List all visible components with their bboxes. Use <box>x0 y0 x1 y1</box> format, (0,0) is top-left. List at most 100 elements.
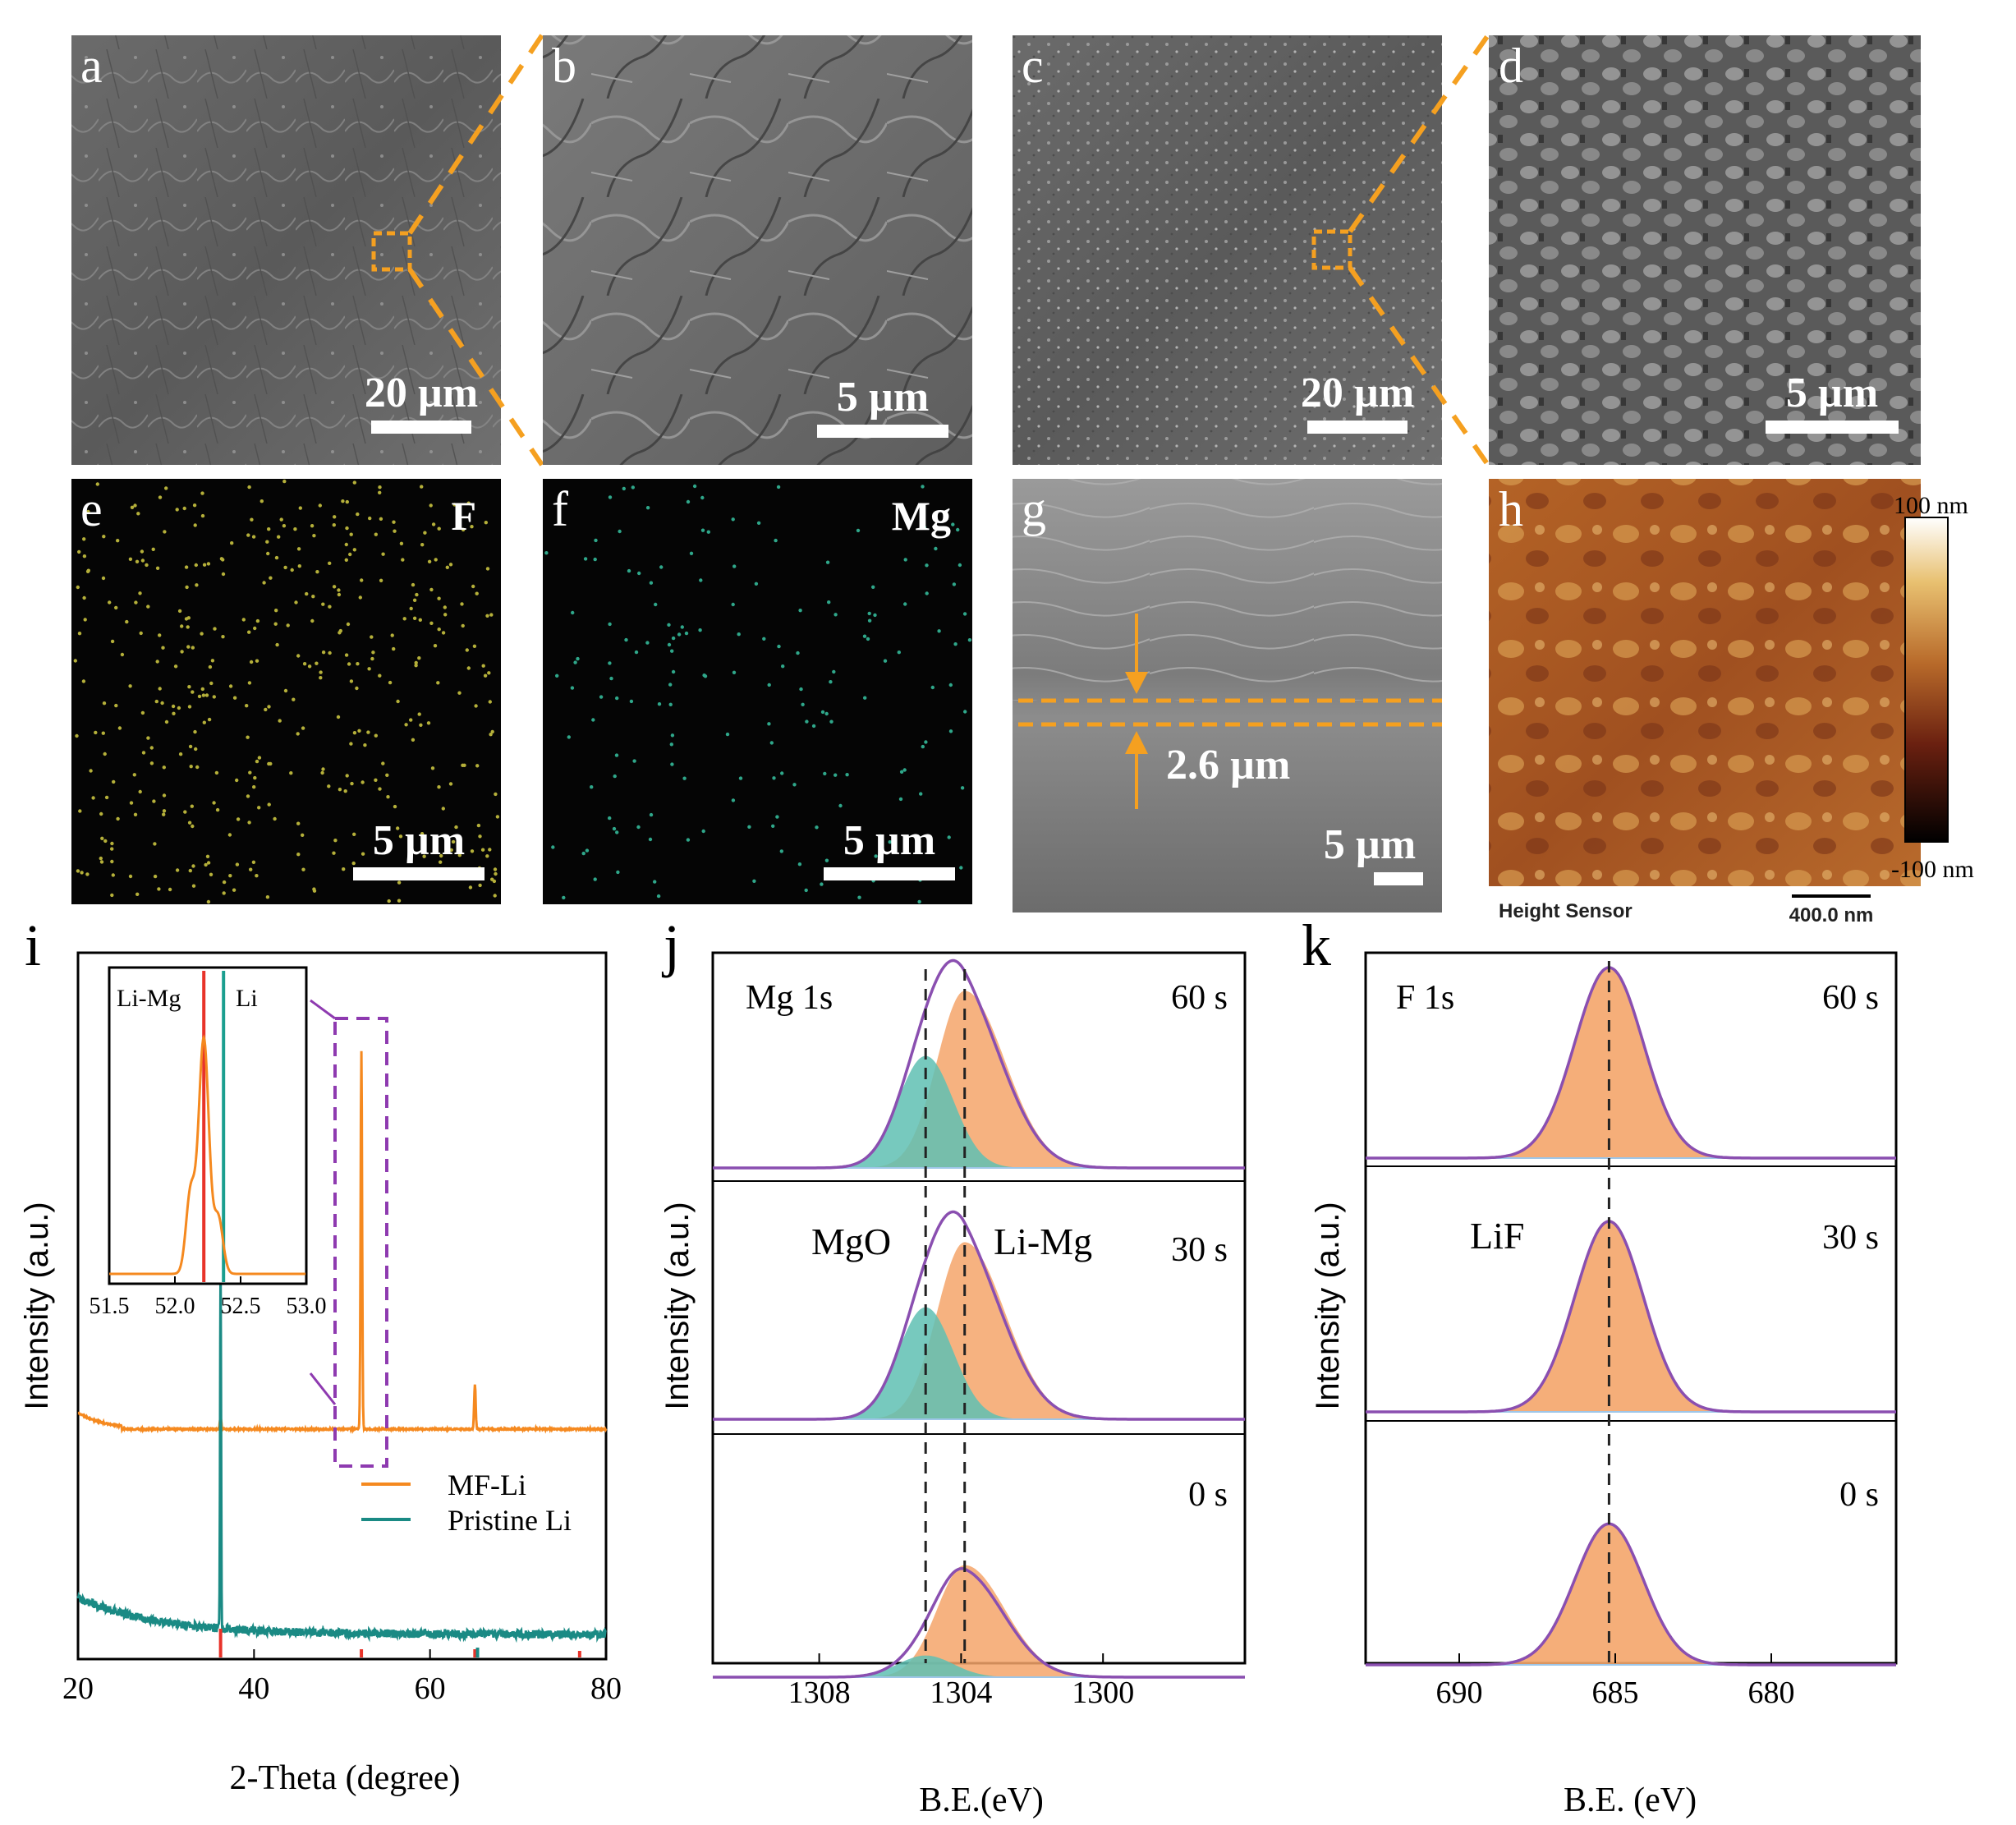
xrd-series-mf-li <box>77 1050 608 1434</box>
legend-label-mf-li: MF-Li <box>448 1469 526 1501</box>
xps-mg-ylabel: Intensity (a.u.) <box>659 1202 696 1409</box>
panel-a-letter: a <box>80 39 103 93</box>
f-envelope-0s <box>1366 1522 1896 1666</box>
scale-bar-f <box>824 867 955 880</box>
panel-b: b 5 µm <box>543 35 972 465</box>
inset-xtick-label: 52.0 <box>155 1294 195 1319</box>
legend-label-pristine-li: Pristine Li <box>448 1504 572 1537</box>
mg-component-li-mg <box>713 1565 1245 1677</box>
inset-pointer-top <box>310 999 336 1020</box>
zoom-line-ab-top <box>407 34 544 235</box>
xrd-xtick-label: 60 <box>415 1671 446 1706</box>
f-time-60: 60 s <box>1822 979 1879 1017</box>
eds-map-f-dots <box>73 479 500 904</box>
scale-label-c: 20 µm <box>1301 370 1414 416</box>
f-xtick-label: 690 <box>1436 1676 1483 1710</box>
inset-label-li: Li <box>236 985 258 1012</box>
panel-b-letter: b <box>552 39 576 93</box>
panel-g: g 2.6 µm 5 µm <box>1013 479 1442 912</box>
arrow-down-icon <box>1125 672 1148 694</box>
panel-h: h 100 nm -100 nm Height Sensor 400.0 nm <box>1489 479 1974 926</box>
inset-pointer-bottom <box>309 1372 337 1405</box>
element-label-f: F <box>451 493 476 539</box>
panel-k: k 690 685 680 F 1s LiF 60 s 30 s 0 s B.E. … <box>1302 912 1898 1819</box>
mg-xtick-label: 1300 <box>1072 1676 1134 1710</box>
mg-time-30: 30 s <box>1171 1231 1228 1269</box>
xps-mg-title: Mg 1s <box>746 979 833 1017</box>
f-xtick-label: 685 <box>1592 1676 1639 1710</box>
xrd-xlabel: 2-Theta (degree) <box>230 1759 461 1797</box>
scale-label-f: 5 µm <box>843 817 935 864</box>
panel-d: d 5 µm <box>1489 35 1921 465</box>
f-time-0: 0 s <box>1839 1476 1879 1514</box>
component-label-lif: LiF <box>1470 1215 1524 1257</box>
scale-label-a: 20 µm <box>365 370 478 416</box>
panel-f-image <box>543 479 972 904</box>
xrd-xtick-label: 40 <box>238 1671 269 1706</box>
inset-xtick-label: 51.5 <box>90 1294 130 1319</box>
eds-map-mg-dots <box>544 484 972 904</box>
panel-d-letter: d <box>1499 39 1523 93</box>
panel-e-letter: e <box>80 482 103 536</box>
layer-thickness-label: 2.6 µm <box>1166 742 1290 788</box>
mg-xtick-label: 1308 <box>788 1676 851 1710</box>
scale-bar-b <box>817 425 948 438</box>
xps-mg-xlabel: B.E.(eV) <box>919 1781 1044 1819</box>
panel-j: j 1308 1304 1300 Mg 1s MgO Li-Mg 60 s 30 s… <box>659 912 1247 1819</box>
f-envelope-60s <box>1366 966 1896 1160</box>
xps-f-title: F 1s <box>1396 979 1454 1017</box>
component-label-mgo: MgO <box>811 1220 891 1262</box>
f-component-lif <box>1366 1221 1896 1412</box>
height-sensor-label: Height Sensor <box>1499 900 1633 922</box>
inset-xtick-label: 52.5 <box>221 1294 261 1319</box>
mg-xtick-label: 1304 <box>930 1676 992 1710</box>
inset-zoom-box <box>333 1017 388 1468</box>
inset-label-li-mg: Li-Mg <box>117 985 181 1012</box>
xps-f-ylabel: Intensity (a.u.) <box>1310 1202 1346 1409</box>
xrd-xtick-label: 20 <box>62 1671 94 1706</box>
xrd-ylabel: Intensity (a.u.) <box>19 1202 55 1409</box>
scale-bar-g <box>1374 872 1423 885</box>
element-label-mg: Mg <box>892 493 951 539</box>
mg-component-li-mg <box>713 1242 1245 1419</box>
scale-label-g: 5 µm <box>1324 821 1416 868</box>
scale-bar-d <box>1766 421 1899 434</box>
panel-c: c 20 µm <box>1013 35 1442 465</box>
mg-envelope-60s <box>713 958 1245 1170</box>
inset-frame <box>108 966 308 1285</box>
panel-k-letter: k <box>1302 912 1331 978</box>
panel-c-letter: c <box>1022 39 1044 93</box>
colorbar-min: -100 nm <box>1891 856 1974 883</box>
panel-j-letter: j <box>661 912 680 978</box>
mg-component-li-mg <box>713 991 1245 1168</box>
f-time-30: 30 s <box>1822 1219 1879 1257</box>
scale-label-d: 5 µm <box>1786 370 1878 416</box>
arrow-up-icon <box>1125 731 1148 754</box>
f-component-lif <box>1366 1524 1896 1665</box>
zoom-box-c <box>1311 229 1352 270</box>
f-envelope-30s <box>1366 1220 1896 1414</box>
xrd-xtick-label: 80 <box>590 1671 622 1706</box>
inset-xtick-label: 53.0 <box>287 1294 327 1319</box>
zoom-line-cd-bottom <box>1348 266 1490 467</box>
scale-label-e: 5 µm <box>373 817 465 864</box>
mg-envelope-30s <box>713 1210 1245 1421</box>
panel-g-letter: g <box>1022 482 1046 536</box>
scale-bar-a <box>371 421 471 434</box>
panel-h-letter: h <box>1499 482 1523 536</box>
xrd-plot: 20 40 60 80 <box>62 1050 622 1706</box>
xps-f-plot: 690 685 680 <box>1366 961 1896 1710</box>
mg-envelope-0s <box>713 1567 1245 1679</box>
inset-plot: 51.5 52.0 52.5 53.0 <box>90 971 327 1319</box>
colorbar-max: 100 nm <box>1894 492 1968 519</box>
xps-f-xlabel: B.E. (eV) <box>1564 1781 1697 1819</box>
panel-a: a 20 µm <box>71 35 501 465</box>
mg-time-60: 60 s <box>1171 979 1228 1017</box>
colorbar <box>1904 517 1949 843</box>
mg-time-0: 0 s <box>1188 1476 1228 1514</box>
zoom-box-a <box>371 231 412 272</box>
component-label-li-mg: Li-Mg <box>994 1220 1092 1262</box>
panel-i: i 20 40 60 80 2-Theta (degree) Intensity (a… <box>19 912 622 1797</box>
zoom-line-ab-bottom <box>407 268 544 467</box>
